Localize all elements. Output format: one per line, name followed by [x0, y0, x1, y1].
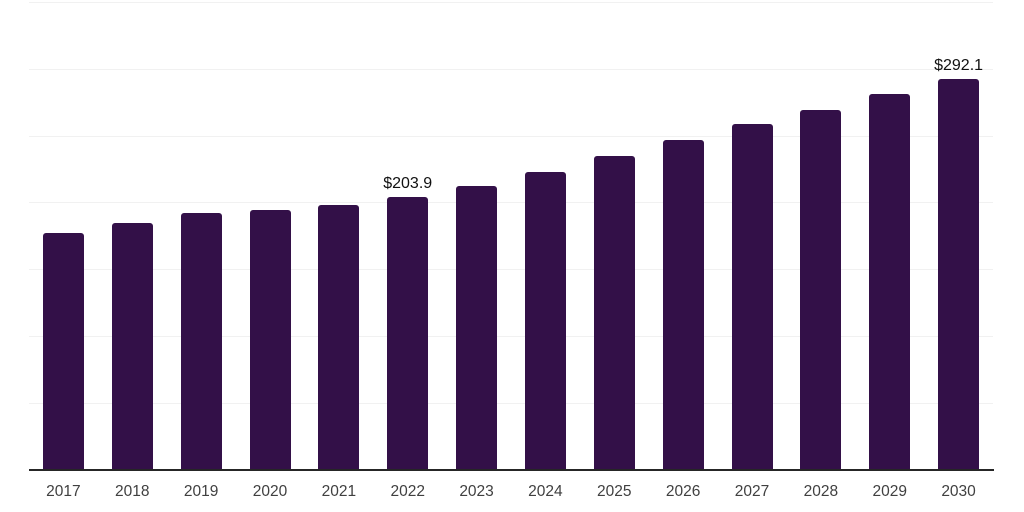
data-label-2030: $292.1: [934, 57, 984, 75]
bar-2019: [180, 213, 222, 470]
bar-2018: [111, 222, 153, 470]
bar-2026: [662, 139, 704, 470]
x-tick-2023: 2023: [459, 483, 494, 500]
x-tick-2017: 2017: [46, 483, 81, 500]
x-tick-2021: 2021: [321, 483, 357, 500]
gridline: [29, 68, 993, 70]
gridline: [29, 269, 993, 271]
x-tick-2028: 2028: [803, 483, 839, 500]
gridline: [29, 2, 993, 3]
data-label-2022: $203.9: [383, 175, 433, 193]
x-tick-2029: 2029: [872, 483, 907, 500]
x-tick-2020: 2020: [252, 483, 288, 500]
bar-2028: [800, 109, 842, 470]
bar-2020: [249, 210, 291, 470]
x-tick-2022: 2022: [390, 483, 425, 500]
gridline: [29, 135, 993, 137]
x-tick-2025: 2025: [597, 483, 632, 500]
x-tick-2018: 2018: [115, 483, 150, 500]
bar-2025: [593, 156, 635, 470]
bar-2021: [318, 204, 360, 470]
bar-2030: [938, 79, 980, 470]
bar-2024: [524, 171, 566, 470]
bar-2027: [731, 123, 773, 470]
x-tick-2027: 2027: [734, 483, 770, 500]
bar-2029: [869, 94, 911, 470]
x-tick-2024: 2024: [528, 483, 563, 500]
x-axis-line: [28, 468, 994, 471]
bar-2022: [387, 197, 429, 470]
x-tick-2026: 2026: [665, 483, 701, 500]
x-tick-2019: 2019: [183, 483, 219, 500]
gridline: [29, 202, 993, 204]
bar-2017: [42, 232, 84, 470]
bar-2023: [456, 185, 498, 470]
gridline: [29, 402, 993, 404]
gridline: [29, 335, 993, 337]
x-tick-2030: 2030: [941, 483, 976, 500]
